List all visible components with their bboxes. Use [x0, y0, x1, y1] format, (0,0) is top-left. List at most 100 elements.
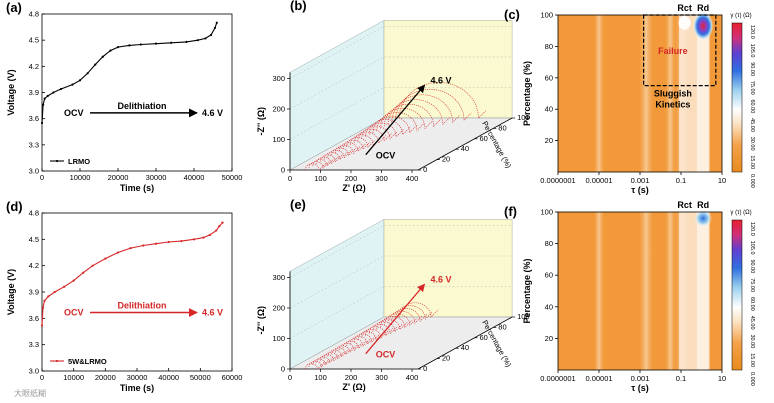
x-tick-label: 40000 — [158, 373, 179, 382]
x-tick-label: 0.001 — [631, 176, 650, 185]
heat-band — [665, 212, 676, 370]
x-tick-label: 30000 — [146, 173, 167, 182]
y-axis-title: Voltage (V) — [6, 269, 16, 315]
eis-trace — [335, 144, 361, 155]
eis-trace — [331, 346, 354, 356]
x-axis-title: τ (s) — [631, 185, 649, 195]
data-point — [154, 42, 158, 45]
x-tick-label: 0.00001 — [585, 176, 612, 185]
panel-label: (d) — [6, 199, 23, 214]
eis-trace — [399, 302, 439, 318]
x-tick-label: 0.0000001 — [540, 176, 575, 185]
eis-trace — [305, 162, 327, 171]
data-point — [42, 103, 45, 106]
eis-trace — [316, 156, 339, 165]
plot-frame — [41, 13, 233, 172]
annotation-start: OCV — [376, 151, 396, 161]
data-point — [167, 240, 170, 244]
y-tick-label: 60 — [545, 271, 553, 280]
wall-gridline — [289, 87, 513, 140]
eis-trace — [331, 147, 357, 157]
z-axis — [417, 117, 513, 171]
colorbar — [731, 219, 743, 371]
data-point — [86, 72, 89, 75]
peak-label-rd: Rd — [697, 3, 709, 13]
data-point — [154, 242, 158, 245]
x-tick-label: 30000 — [127, 373, 148, 382]
heat-band — [594, 212, 604, 370]
x-tick-label: 10000 — [70, 173, 91, 182]
x-tick-label: 0 — [40, 373, 44, 382]
data-point — [59, 87, 63, 91]
y-tick-label: 3.0 — [29, 167, 39, 176]
panel-a: (a) 0 10000 20000 30000 40000 50000 3.0 3.3 3.6 3.… — [6, 0, 242, 193]
data-point — [139, 43, 142, 46]
z-axis — [417, 316, 513, 370]
eis-trace — [342, 340, 367, 349]
y-tick-label: 40 — [545, 105, 553, 114]
data-point — [78, 79, 82, 82]
eis-trace — [350, 336, 376, 345]
eis-trace — [361, 125, 398, 140]
colorbar-tick-label: 15.00 — [749, 353, 755, 367]
data-point — [142, 244, 145, 247]
y-tick-label: 4.2 — [29, 62, 39, 71]
x-tick-label: 0 — [288, 174, 292, 183]
x-tick-label: 0 — [40, 173, 44, 182]
y-tick-label: 20 — [545, 136, 553, 145]
data-point — [47, 295, 50, 298]
data-point — [43, 299, 46, 302]
y-tick-label: 80 — [545, 42, 553, 51]
peak-label-rct: Rct — [677, 3, 692, 13]
eis-trace — [308, 359, 330, 368]
z-tick-label: 60 — [480, 333, 488, 342]
heat-band — [639, 212, 654, 370]
eis-trace — [376, 318, 408, 331]
colorbar — [731, 22, 743, 173]
data-point — [208, 233, 211, 237]
data-point — [129, 247, 132, 250]
data-point — [170, 41, 173, 44]
wall-gridline — [289, 225, 513, 278]
y-tick-label: 3.3 — [29, 140, 39, 149]
y-tick-label: 4.8 — [29, 209, 39, 218]
eis-trace — [353, 333, 380, 343]
x-axis-title: Time (s) — [120, 183, 154, 193]
colorbar-tick-label: 120.0 — [749, 25, 755, 39]
z-axis-title: Percentage (%) — [480, 120, 513, 170]
data-point — [210, 33, 213, 37]
colorbar-tick-label: 45.00 — [749, 118, 755, 132]
panel-label: (b) — [290, 0, 307, 13]
eis-trace — [335, 344, 358, 354]
x-tick-label: 100 — [314, 174, 327, 183]
annotation-end: 4.6 V — [431, 75, 452, 85]
colorbar-tick-label: 15.00 — [749, 155, 755, 169]
x-tick-label: 60000 — [222, 373, 243, 382]
data-point — [71, 83, 74, 86]
eis-trace — [338, 142, 366, 152]
x-tick-label: 10 — [718, 374, 726, 383]
data-point — [221, 221, 224, 224]
ocv-to-46-arrow — [365, 283, 426, 355]
z-tick-label: 0 — [423, 165, 427, 174]
data-point — [215, 229, 218, 232]
annotation-start: OCV — [64, 108, 84, 118]
data-point — [192, 238, 196, 241]
z-tick-label: 100 — [517, 312, 530, 321]
eis-trace — [391, 308, 428, 322]
z-tick-label: 80 — [498, 322, 506, 331]
wall-gridline — [289, 286, 513, 339]
eis-trace — [323, 351, 346, 360]
z-tick-label: 80 — [498, 123, 506, 132]
hotspot-rd — [694, 209, 713, 228]
wall-gridline — [289, 56, 513, 110]
panel-d: (d) 0 10000 20000 30000 40000 50000 60000 3.0 3.3… — [6, 199, 242, 393]
annotation-end: 4.6 V — [202, 108, 223, 118]
eis-trace — [395, 305, 433, 320]
colorbar-tick-label: 0.000 — [749, 174, 755, 188]
data-point — [82, 271, 85, 274]
y-tick-label: 0 — [281, 365, 285, 374]
x-axis-title: τ (s) — [631, 383, 649, 393]
